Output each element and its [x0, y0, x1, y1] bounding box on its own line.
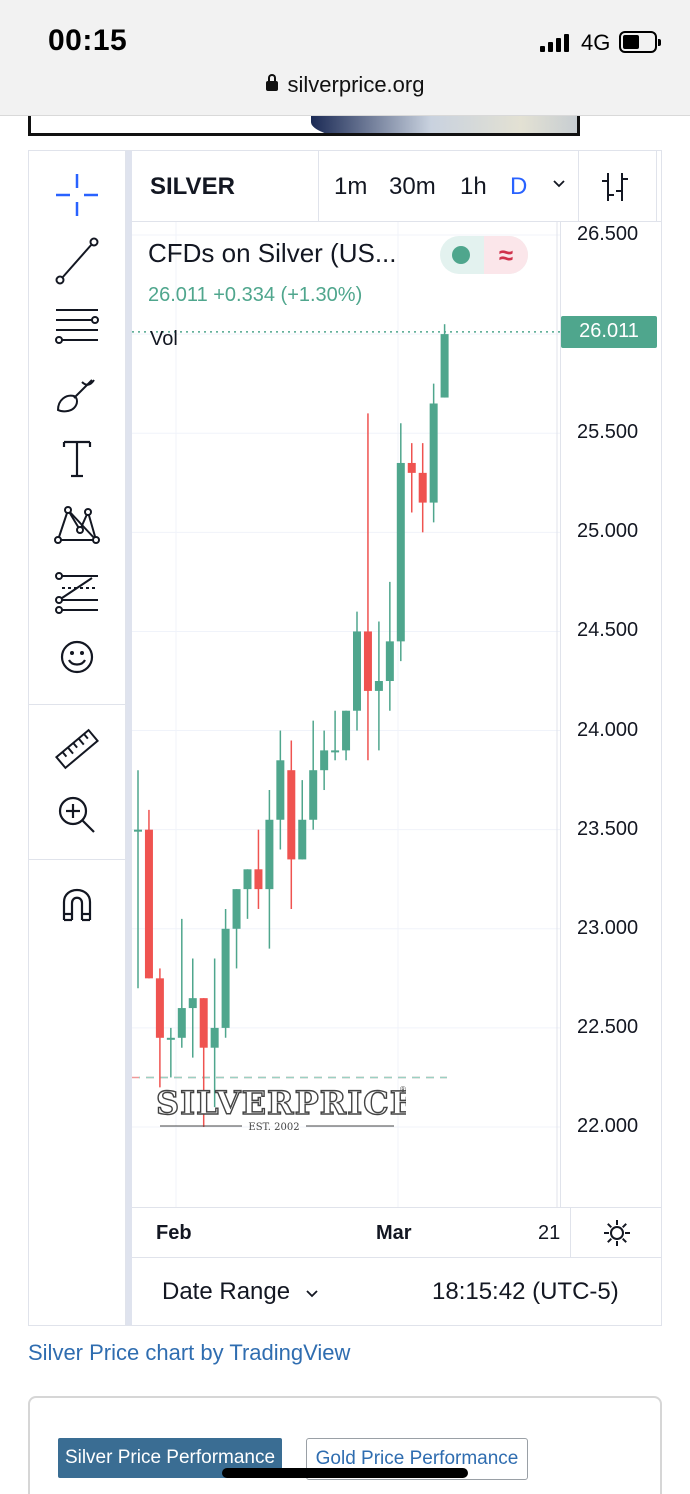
emoji-icon[interactable] [49, 629, 105, 685]
candle-body [134, 829, 142, 832]
pattern-icon[interactable] [49, 497, 105, 553]
interval-1h[interactable]: 1h [460, 173, 487, 200]
candle-body [221, 928, 230, 1028]
price-tick-label: 26.500 [577, 223, 639, 245]
candle-body [210, 1027, 219, 1048]
crosshair-icon[interactable] [49, 167, 105, 223]
candle-body [276, 760, 285, 820]
silver-performance-tab[interactable]: Silver Price Performance [58, 1438, 282, 1478]
toolbar-collapse-strip[interactable] [126, 151, 132, 1325]
interval-1m[interactable]: 1m [334, 173, 368, 200]
price-tick-label: 24.000 [577, 718, 639, 741]
candle-body [407, 462, 416, 473]
date-range-label: Date Range [162, 1278, 291, 1305]
candle-body [385, 641, 394, 681]
drawing-toolbar [29, 151, 126, 1325]
chart-header: SILVER 1m 30m 1h D [132, 151, 662, 222]
magnet-icon[interactable] [49, 877, 105, 933]
price-tick-label: 22.500 [577, 1015, 639, 1038]
tradingview-credit-link[interactable]: Silver Price chart by TradingView [28, 1340, 351, 1365]
signal-icon [540, 34, 570, 52]
candle-body [265, 819, 274, 890]
candle-body [320, 750, 329, 771]
candle-body [254, 869, 263, 890]
time-label-mar: Mar [376, 1222, 412, 1244]
svg-text:®: ® [400, 1085, 406, 1094]
status-bar: 00:15 4G silverprice.org [0, 0, 690, 116]
home-indicator [222, 1468, 468, 1478]
interval-30m[interactable]: 30m [389, 173, 436, 200]
candle-body [298, 819, 307, 860]
price-tick-label: 25.500 [577, 421, 639, 444]
candle-body [331, 750, 340, 753]
candle-body [363, 631, 372, 691]
time-axis[interactable]: Feb Mar 21 [132, 1207, 662, 1258]
candle-body [374, 681, 383, 691]
candle-body [232, 889, 241, 929]
price-tick-label: 22.000 [577, 1115, 639, 1137]
candle-body [155, 978, 164, 1038]
chevron-down-icon [306, 1290, 318, 1298]
ruler-icon[interactable] [49, 721, 105, 777]
price-tick-label: 24.500 [577, 619, 639, 642]
time-label-feb: Feb [156, 1222, 192, 1244]
candle-body [199, 998, 208, 1048]
watermark-brand: SILVERPRICE [156, 1084, 406, 1122]
network-type: 4G [581, 30, 611, 55]
brush-icon[interactable] [49, 365, 105, 421]
trend-line-icon[interactable] [49, 233, 105, 289]
last-price-label: 26.011 [561, 315, 657, 348]
price-axis[interactable]: 26.500 25.500 25.000 24.500 24.000 23.500 23.0… [560, 222, 662, 1207]
zoom-in-icon[interactable] [49, 787, 105, 843]
legend-values: 26.011 +0.334 (+1.30%) [148, 284, 363, 306]
market-open-icon [452, 246, 470, 264]
gear-icon [603, 1220, 630, 1246]
tradingview-widget: SILVER 1m 30m 1h D CFDs on Silver (US...… [28, 150, 662, 1326]
time-label-21: 21 [538, 1222, 561, 1244]
symbol-search[interactable]: SILVER [150, 173, 235, 200]
silverprice-watermark: SILVERPRICE ® EST. 2002 [156, 1083, 406, 1133]
candle-body [309, 770, 318, 820]
candle-style-icon[interactable] [598, 169, 634, 205]
legend-badges: ≈ [440, 236, 528, 274]
chart-clock[interactable]: 18:15:42 (UTC-5) [432, 1278, 619, 1305]
interval-d[interactable]: D [510, 173, 528, 200]
candle-body [144, 829, 153, 979]
chart-pane[interactable]: CFDs on Silver (US... ≈ 26.011 +0.334 (+… [132, 222, 560, 1207]
performance-card: Silver Price Performance Gold Price Perf… [28, 1396, 662, 1494]
candle-body [287, 770, 296, 860]
candle-body [342, 710, 351, 751]
price-tick-label: 25.000 [577, 520, 639, 543]
candle-body [166, 1037, 175, 1040]
candle-body [243, 869, 252, 890]
text-icon[interactable] [49, 431, 105, 487]
url-text: silverprice.org [287, 72, 425, 97]
candle-body [177, 1008, 186, 1038]
legend-title: CFDs on Silver (US... [148, 238, 397, 268]
price-tick-label: 23.000 [577, 916, 639, 939]
candle-body [188, 998, 197, 1009]
candle-body [429, 403, 438, 503]
settings-button[interactable] [570, 1208, 662, 1258]
chart-footer: Date Range 18:15:42 (UTC-5) [132, 1257, 662, 1325]
banner-image [28, 116, 580, 136]
status-time: 00:15 [48, 24, 128, 57]
candle-body [418, 472, 427, 503]
candlestick-chart [132, 222, 560, 1207]
price-tick-label: 23.500 [577, 817, 639, 840]
battery-icon [619, 31, 661, 53]
prediction-icon[interactable] [49, 563, 105, 619]
candle-body [440, 334, 449, 398]
candle-body [396, 462, 405, 642]
chevron-down-icon[interactable] [552, 177, 566, 191]
legend-volume: Vol [150, 328, 178, 350]
lock-icon [265, 74, 278, 91]
candle-body [353, 631, 361, 711]
date-range-button[interactable]: Date Range [162, 1278, 319, 1306]
watermark-sub: EST. 2002 [248, 1122, 299, 1133]
url-bar[interactable]: silverprice.org [0, 72, 690, 98]
fib-levels-icon[interactable] [49, 299, 105, 355]
delayed-data-icon[interactable]: ≈ [484, 236, 528, 274]
